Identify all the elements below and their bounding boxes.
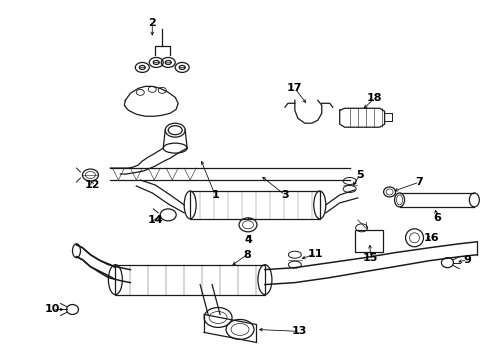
Text: 5: 5 [355, 170, 363, 180]
Bar [354, 230, 382, 252]
Bar [190, 191, 319, 219]
Text: 8: 8 [243, 250, 250, 260]
Bar [115, 265, 264, 294]
Text: 13: 13 [291, 327, 307, 336]
Text: 3: 3 [281, 190, 288, 200]
Text: 1: 1 [211, 190, 219, 200]
Text: 4: 4 [244, 235, 251, 245]
Text: 2: 2 [148, 18, 156, 28]
Text: 14: 14 [147, 215, 163, 225]
Text: 6: 6 [433, 213, 441, 223]
Text: 18: 18 [366, 93, 382, 103]
Text: 9: 9 [463, 255, 470, 265]
Text: 16: 16 [423, 233, 438, 243]
Text: 12: 12 [84, 180, 100, 190]
Text: 15: 15 [362, 253, 378, 263]
Text: 11: 11 [307, 249, 323, 259]
Text: 17: 17 [286, 84, 302, 93]
Text: 10: 10 [45, 305, 60, 315]
Text: 7: 7 [415, 177, 423, 187]
